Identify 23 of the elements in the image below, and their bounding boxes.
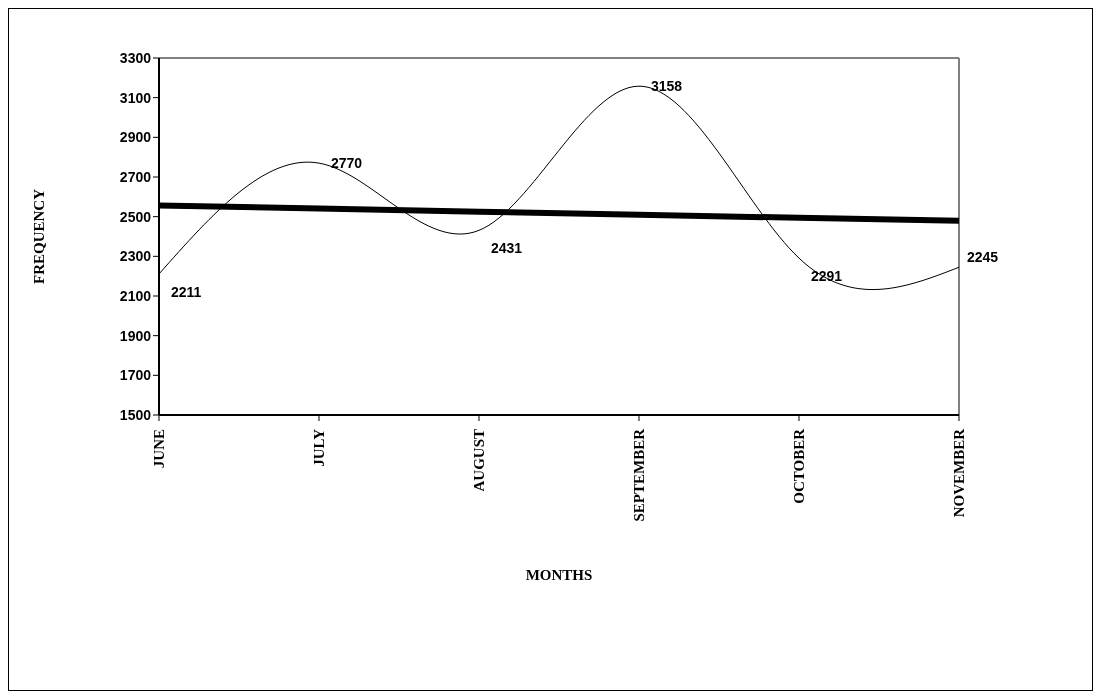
data-label: 3158 bbox=[651, 78, 683, 95]
data-label: 2245 bbox=[967, 249, 999, 266]
x-tick-label: OCTOBER bbox=[791, 428, 807, 504]
data-label: 2770 bbox=[331, 155, 363, 172]
y-tick-label: 2900 bbox=[119, 129, 152, 146]
data-label: 2431 bbox=[491, 240, 523, 257]
y-tick-label: 1900 bbox=[119, 327, 152, 344]
y-tick-label: 3100 bbox=[119, 89, 152, 106]
x-tick-label: JUNE bbox=[151, 429, 167, 469]
y-tick-label: 1500 bbox=[119, 406, 152, 423]
x-axis-title: MONTHS bbox=[525, 567, 593, 583]
x-tick-label: JULY bbox=[311, 428, 327, 467]
y-tick-label: 2500 bbox=[119, 208, 152, 225]
x-tick-label: AUGUST bbox=[471, 429, 487, 492]
y-tick-label: 3300 bbox=[119, 49, 152, 66]
data-label: 2211 bbox=[171, 283, 202, 300]
x-tick-label: SEPTEMBER bbox=[631, 428, 647, 522]
y-tick-label: 2700 bbox=[119, 168, 152, 185]
x-tick-label: NOVEMBER bbox=[951, 428, 967, 518]
y-tick-label: 2300 bbox=[119, 248, 152, 265]
y-tick-label: 1700 bbox=[119, 367, 152, 384]
y-tick-label: 2100 bbox=[119, 287, 152, 304]
y-axis-title: FREQUENCY bbox=[31, 188, 48, 285]
